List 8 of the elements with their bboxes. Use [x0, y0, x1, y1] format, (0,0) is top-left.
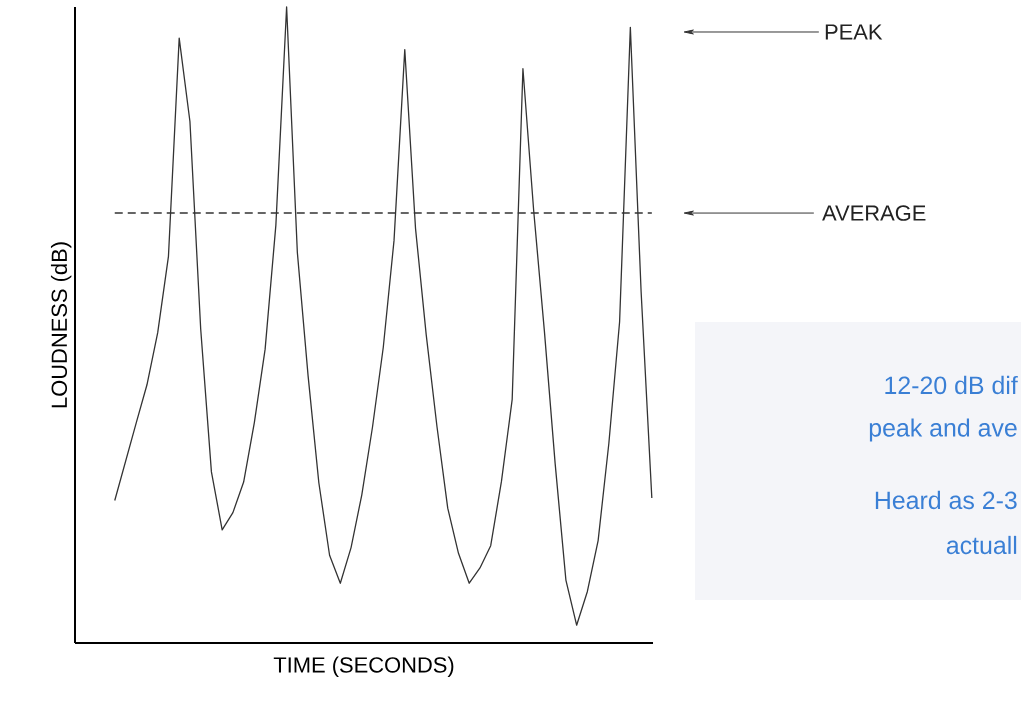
text: peak and ave [869, 418, 1017, 442]
ref-line-label: AVERAGE [822, 205, 926, 221]
y-axis-title: LOUDNESS (dB) [50, 242, 72, 408]
text: PEAK [825, 24, 883, 40]
text: 12-20 dB dif [885, 375, 1018, 395]
text: Heard as 2-3 [875, 490, 1017, 510]
text: actuall [946, 535, 1017, 555]
x-axis-title: TIME (SECONDS) [273, 656, 454, 678]
